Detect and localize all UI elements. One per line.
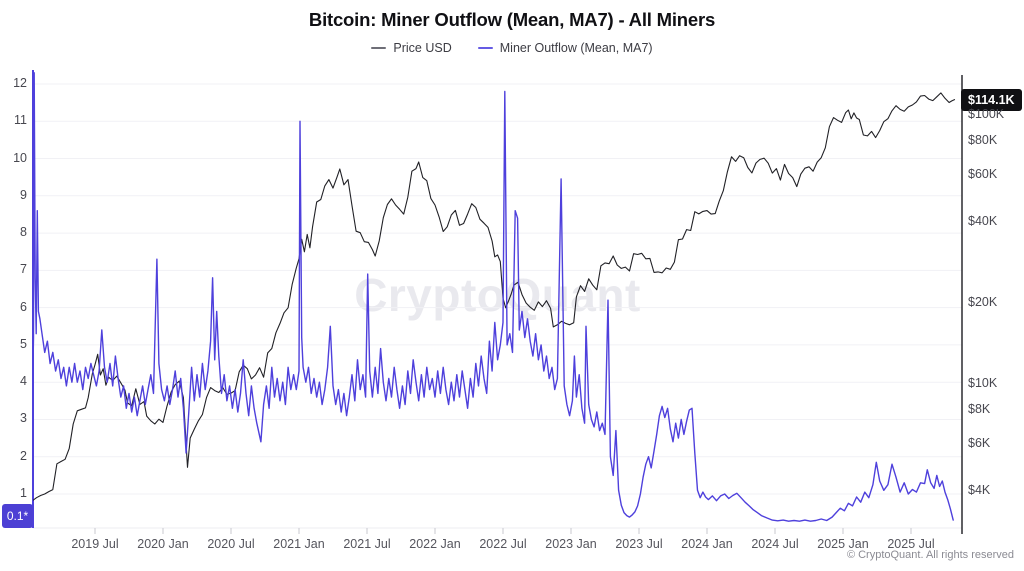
y-left-tick-label: 6 [20,299,27,314]
x-tick-label: 2020 Jan [137,537,189,551]
outflow-series-line [33,72,954,522]
y-left-tick-label: 2 [20,448,27,463]
y-right-tick-label: $6K [968,435,991,450]
outflow-line-swatch-icon [477,46,493,50]
legend: Price USD Miner Outflow (Mean, MA7) [0,41,1024,55]
copyright-note: © CryptoQuant. All rights reserved [846,549,1014,561]
legend-item-price[interactable]: Price USD [371,41,452,55]
x-tick-label: 2025 Jul [887,537,935,551]
y-right-tick-label: $80K [968,133,998,148]
x-tick-label: 2021 Jul [343,537,391,551]
price-line-swatch-icon [371,46,387,50]
x-tick-label: 2023 Jul [615,537,663,551]
left-axis-min-badge: 0.1* [2,504,33,528]
price-series-line [33,92,956,501]
chart-title: Bitcoin: Miner Outflow (Mean, MA7) - All… [308,9,716,30]
y-right-tick-label: $60K [968,166,998,181]
y-left-tick-label: 5 [20,336,27,351]
y-left-tick-label: 9 [20,187,27,202]
y-left-tick-label: 8 [20,225,27,240]
legend-label-price: Price USD [393,41,452,55]
x-tick-label: 2025 Jan [817,537,869,551]
legend-label-outflow: Miner Outflow (Mean, MA7) [499,41,653,55]
x-tick-label: 2023 Jan [545,537,597,551]
y-left-tick-label: 12 [13,75,27,90]
y-left-tick-label: 11 [14,113,27,128]
y-right-tick-label: $20K [968,295,998,310]
y-left-tick-label: 3 [20,411,27,426]
y-right-tick-label: $10K [968,376,998,390]
x-tick-label: 2024 Jul [751,537,799,551]
y-left-tick-label: 1 [20,486,27,500]
x-tick-label: 2019 Jul [71,537,119,551]
y-left-tick-label: 4 [20,374,27,389]
x-tick-label: 2022 Jul [479,537,527,551]
x-tick-label: 2022 Jan [409,537,461,551]
y-right-tick-label: $100K [968,107,1005,121]
x-tick-label: 2020 Jul [207,537,255,551]
y-right-tick-label: $8K [968,402,991,417]
y-left-tick-label: 10 [13,150,27,165]
x-tick-label: 2021 Jan [273,537,325,551]
legend-item-outflow[interactable]: Miner Outflow (Mean, MA7) [477,41,653,55]
y-right-tick-label: $40K [968,214,998,229]
y-left-tick-label: 7 [20,262,27,277]
y-right-tick-label: $4K [968,483,991,498]
current-price-badge: $114.1K [961,88,1022,111]
x-tick-label: 2024 Jan [681,537,733,551]
